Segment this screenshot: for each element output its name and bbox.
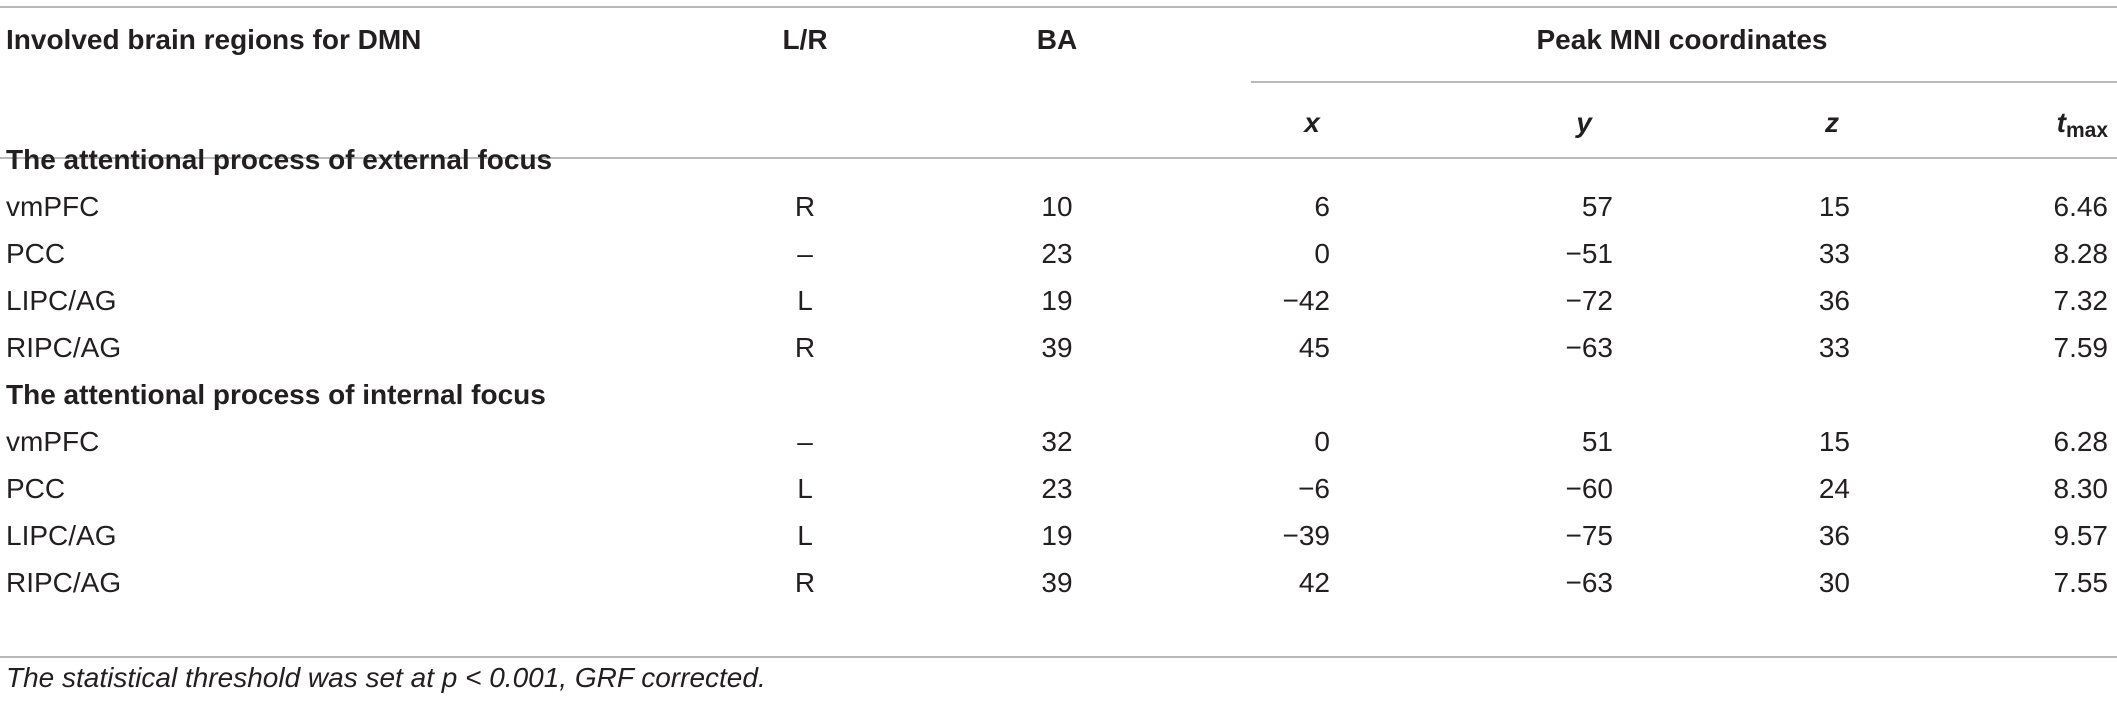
cell-z: 30 xyxy=(1818,567,1850,598)
header-region: Involved brain regions for DMN xyxy=(6,24,422,55)
cell-lr: L xyxy=(797,473,813,504)
cell-y: −63 xyxy=(1565,332,1614,363)
cell-lr: R xyxy=(794,332,816,363)
table-top-rule xyxy=(0,6,2117,8)
header-bottom-rule xyxy=(0,157,2117,159)
cell-x: 6 xyxy=(1314,191,1330,222)
cell-t: 7.32 xyxy=(2053,285,2109,316)
cell-t: 6.28 xyxy=(2053,426,2109,457)
cell-t: 9.57 xyxy=(2053,520,2109,551)
cell-region: LIPC/AG xyxy=(6,520,117,551)
cell-t: 6.46 xyxy=(2053,191,2109,222)
cell-region: vmPFC xyxy=(6,426,100,457)
cell-y: 57 xyxy=(1581,191,1613,222)
cell-lr: R xyxy=(794,191,816,222)
cell-y: −72 xyxy=(1565,285,1614,316)
cell-t: 7.59 xyxy=(2053,332,2109,363)
cell-y: −75 xyxy=(1565,520,1614,551)
cell-lr: – xyxy=(797,238,813,269)
cell-x: 45 xyxy=(1298,332,1330,363)
cell-region: LIPC/AG xyxy=(6,285,117,316)
table-bottom-rule xyxy=(0,656,2117,658)
cell-ba: 23 xyxy=(1041,238,1073,269)
cell-z: 36 xyxy=(1818,520,1850,551)
cell-y: −60 xyxy=(1565,473,1614,504)
cell-lr: L xyxy=(797,285,813,316)
section-title: The attentional process of internal focu… xyxy=(6,379,546,410)
cell-ba: 10 xyxy=(1041,191,1073,222)
header-lr: L/R xyxy=(782,24,828,55)
cell-t: 8.30 xyxy=(2053,473,2109,504)
cell-x: −39 xyxy=(1282,520,1331,551)
cell-ba: 19 xyxy=(1041,285,1073,316)
cell-lr: – xyxy=(797,426,813,457)
cell-x: 0 xyxy=(1314,238,1330,269)
header-t: t xyxy=(2056,107,2066,138)
cell-y: −51 xyxy=(1565,238,1614,269)
cell-region: vmPFC xyxy=(6,191,100,222)
cell-ba: 19 xyxy=(1041,520,1073,551)
cell-lr: R xyxy=(794,567,816,598)
cell-z: 33 xyxy=(1818,332,1850,363)
cell-lr: L xyxy=(797,520,813,551)
cell-z: 15 xyxy=(1818,426,1850,457)
cell-region: PCC xyxy=(6,473,66,504)
cell-region: RIPC/AG xyxy=(6,332,122,363)
cell-x: −6 xyxy=(1298,473,1330,504)
cell-region: PCC xyxy=(6,238,66,269)
cell-z: 33 xyxy=(1818,238,1850,269)
header-peak-mni: Peak MNI coordinates xyxy=(1536,24,1828,55)
cell-ba: 32 xyxy=(1041,426,1073,457)
header-tmax: tmax xyxy=(2057,107,2108,147)
cell-ba: 23 xyxy=(1041,473,1073,504)
cell-x: 0 xyxy=(1314,426,1330,457)
cell-x: −42 xyxy=(1282,285,1331,316)
cell-y: 51 xyxy=(1581,426,1613,457)
section-title: The attentional process of external focu… xyxy=(6,144,553,175)
header-x: x xyxy=(1304,107,1320,138)
cell-y: −63 xyxy=(1565,567,1614,598)
table-footnote: The statistical threshold was set at p <… xyxy=(6,662,766,693)
header-ba: BA xyxy=(1036,24,1078,55)
cell-ba: 39 xyxy=(1041,567,1073,598)
cell-z: 15 xyxy=(1818,191,1850,222)
header-z: z xyxy=(1825,107,1839,138)
header-y: y xyxy=(1576,107,1592,138)
cell-t: 7.55 xyxy=(2053,567,2109,598)
cell-z: 36 xyxy=(1818,285,1850,316)
cell-z: 24 xyxy=(1818,473,1850,504)
cell-t: 8.28 xyxy=(2053,238,2109,269)
cell-region: RIPC/AG xyxy=(6,567,122,598)
header-t-subscript: max xyxy=(2065,119,2108,142)
cell-ba: 39 xyxy=(1041,332,1073,363)
cell-x: 42 xyxy=(1298,567,1330,598)
peak-group-rule xyxy=(1251,81,2117,83)
